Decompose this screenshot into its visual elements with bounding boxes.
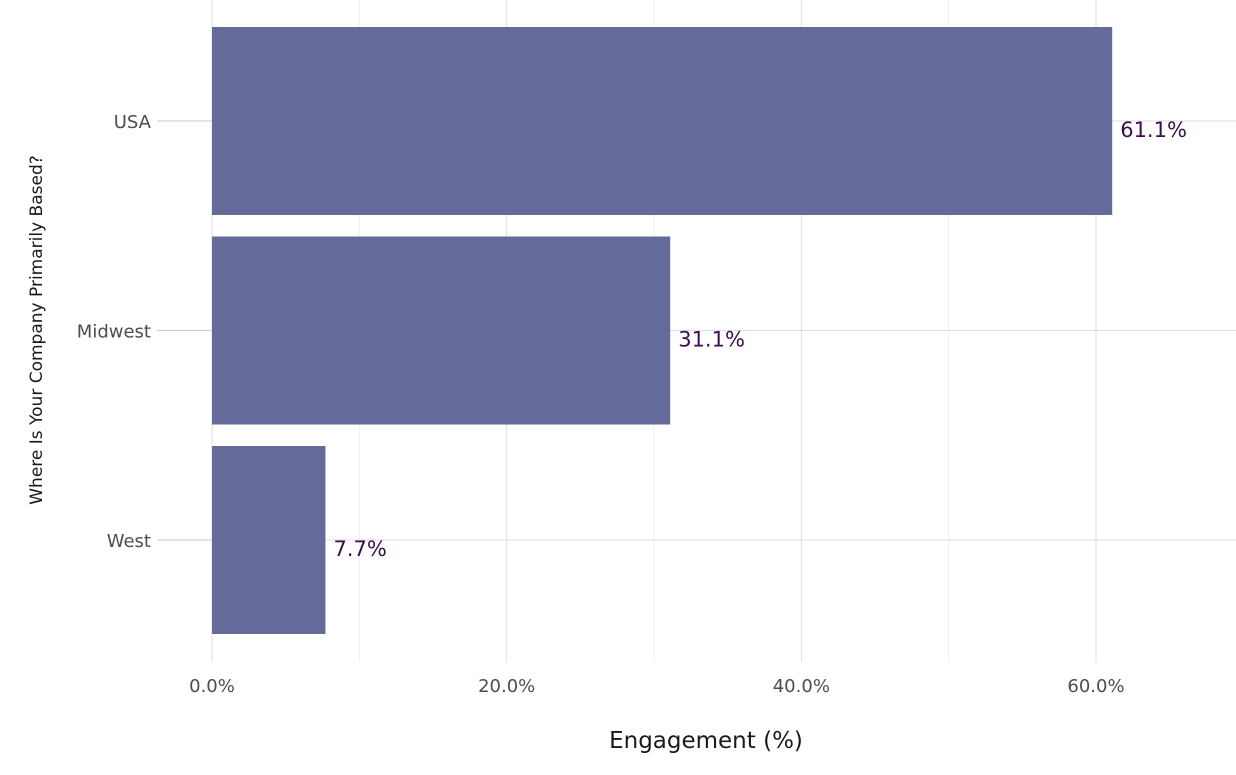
data-label: 61.1%	[1120, 118, 1187, 142]
y-axis-title: Where Is Your Company Primarily Based?	[27, 155, 47, 505]
y-tick-label: West	[107, 531, 151, 552]
data-label: 7.7%	[333, 537, 386, 561]
x-tick-label: 40.0%	[773, 676, 830, 697]
y-axis-tick-labels: USA Midwest West	[77, 112, 152, 552]
y-axis-ticks	[157, 120, 212, 541]
y-tick-label: Midwest	[77, 322, 151, 343]
bars	[212, 27, 1113, 634]
bar-midwest	[212, 236, 671, 425]
data-labels: 61.1% 31.1% 7.7%	[333, 118, 1186, 561]
y-tick-label: USA	[114, 112, 152, 133]
x-axis-title: Engagement (%)	[609, 728, 803, 754]
bar-west	[212, 446, 326, 634]
data-label: 31.1%	[678, 328, 745, 352]
x-tick-label: 0.0%	[189, 676, 235, 697]
x-tick-label: 20.0%	[478, 676, 535, 697]
x-tick-label: 60.0%	[1067, 676, 1124, 697]
x-axis-tick-labels: 0.0% 20.0% 40.0% 60.0%	[189, 676, 1124, 697]
bar-usa	[212, 27, 1113, 215]
